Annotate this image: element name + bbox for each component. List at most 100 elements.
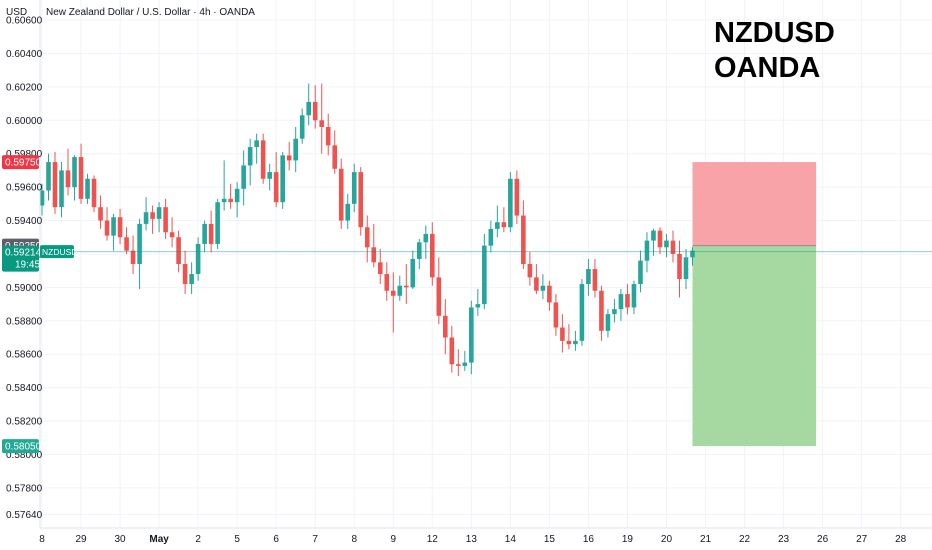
candle-down bbox=[547, 285, 552, 303]
candle-down bbox=[553, 302, 559, 328]
time-tick-label: 30 bbox=[114, 534, 126, 545]
candle-down bbox=[449, 337, 455, 365]
candle-up bbox=[156, 207, 162, 219]
candle-up bbox=[579, 284, 585, 341]
candles bbox=[39, 83, 695, 376]
candle-up bbox=[85, 178, 90, 199]
candle-up bbox=[664, 240, 669, 248]
time-tick-label: 27 bbox=[856, 534, 868, 545]
candle-up bbox=[488, 228, 494, 246]
candle-up bbox=[475, 304, 481, 308]
candle-up bbox=[215, 202, 220, 244]
time-tick-label: 15 bbox=[544, 534, 556, 545]
candle-down bbox=[390, 290, 396, 296]
candle-up bbox=[644, 240, 650, 261]
time-tick-label: 16 bbox=[583, 534, 595, 545]
candle-down bbox=[117, 217, 123, 238]
candle-up bbox=[651, 230, 656, 241]
time-axis[interactable]: 8 29 30 May 2 5 6 7 8 9 12 13 14 15 16 19 20 21 22 23 26 27 28 bbox=[39, 527, 932, 545]
candle-down bbox=[358, 172, 364, 228]
time-tick-label: 20 bbox=[661, 534, 673, 545]
candle-down bbox=[176, 237, 181, 264]
candle-down bbox=[371, 247, 377, 263]
stop-loss-zone bbox=[692, 162, 817, 246]
current-price-tag-bg bbox=[2, 245, 39, 272]
candle-up bbox=[631, 284, 637, 308]
candle-down bbox=[514, 178, 520, 216]
candle-up bbox=[293, 138, 298, 161]
currency-label: USD bbox=[6, 7, 27, 18]
price-tick-label: 0.58800 bbox=[6, 316, 43, 327]
time-tick-label: 29 bbox=[75, 534, 87, 545]
candle-down bbox=[670, 240, 676, 254]
time-tick-label: 28 bbox=[895, 534, 907, 545]
price-tick-label: 0.58600 bbox=[6, 350, 43, 361]
candle-up bbox=[462, 362, 468, 366]
candle-up bbox=[351, 172, 357, 204]
candle-down bbox=[312, 101, 318, 121]
candle-up bbox=[241, 165, 246, 189]
time-tick-label: 7 bbox=[312, 534, 318, 545]
candle-down bbox=[364, 227, 370, 248]
current-price-tag: 0.59214 19:45 NZDUSD bbox=[2, 245, 77, 272]
candle-down bbox=[436, 277, 442, 316]
candle-down bbox=[501, 222, 507, 228]
candle-up bbox=[410, 258, 416, 288]
candle-down bbox=[456, 364, 461, 366]
candle-down bbox=[130, 250, 136, 264]
candle-up bbox=[234, 188, 240, 203]
watermark-broker: OANDA bbox=[714, 52, 820, 84]
price-tick-label: 0.57640 bbox=[6, 510, 43, 521]
time-tick-label: 21 bbox=[700, 534, 712, 545]
candle-down bbox=[325, 126, 331, 146]
time-tick-label: 6 bbox=[273, 534, 279, 545]
time-tick-label: 19 bbox=[622, 534, 634, 545]
current-price-label: 0.59214 bbox=[5, 248, 42, 259]
time-tick-label: 22 bbox=[739, 534, 751, 545]
candle-up bbox=[690, 250, 695, 258]
candle-up bbox=[195, 243, 201, 275]
candle-up bbox=[143, 212, 149, 224]
candle-up bbox=[345, 203, 351, 221]
price-tick-label: 0.58000 bbox=[6, 450, 43, 461]
bar-countdown: 19:45 bbox=[15, 260, 40, 271]
time-tick-label: May bbox=[149, 534, 169, 545]
candle-down bbox=[625, 294, 630, 308]
candle-up bbox=[605, 314, 611, 331]
time-tick-label: 8 bbox=[351, 534, 357, 545]
price-tick-label: 0.59400 bbox=[6, 216, 43, 227]
time-tick-label: 2 bbox=[195, 534, 201, 545]
stop-price-tag: 0.59750 bbox=[2, 155, 42, 170]
candle-up bbox=[280, 155, 285, 203]
price-tick-label: 0.59000 bbox=[6, 283, 43, 294]
candle-up bbox=[254, 140, 259, 148]
candle-up bbox=[683, 257, 689, 280]
position-tool[interactable] bbox=[692, 162, 817, 447]
time-tick-label: 23 bbox=[778, 534, 790, 545]
candle-up bbox=[137, 223, 142, 264]
symbol-tag-label: NZDUSD bbox=[42, 247, 77, 257]
candle-up bbox=[202, 223, 207, 244]
candle-up bbox=[469, 307, 474, 363]
candle-up bbox=[221, 198, 227, 203]
price-tick-label: 0.59800 bbox=[6, 149, 43, 160]
candle-up bbox=[247, 147, 253, 166]
candle-up bbox=[397, 285, 403, 296]
candle-down bbox=[208, 223, 214, 244]
candle-down bbox=[377, 262, 383, 275]
candle-down bbox=[534, 277, 539, 291]
candle-up bbox=[267, 172, 272, 179]
candle-down bbox=[332, 145, 338, 169]
price-tick-label: 0.57800 bbox=[6, 483, 43, 494]
candle-down bbox=[657, 230, 663, 248]
candle-up bbox=[508, 178, 513, 228]
candle-up bbox=[46, 162, 51, 191]
time-tick-label: 5 bbox=[234, 534, 240, 545]
candle-down bbox=[430, 233, 435, 278]
candle-down bbox=[163, 207, 168, 233]
candle-up bbox=[618, 294, 624, 310]
candle-down bbox=[286, 155, 292, 161]
candle-down bbox=[104, 220, 110, 236]
stop-price-label: 0.59750 bbox=[5, 158, 42, 169]
